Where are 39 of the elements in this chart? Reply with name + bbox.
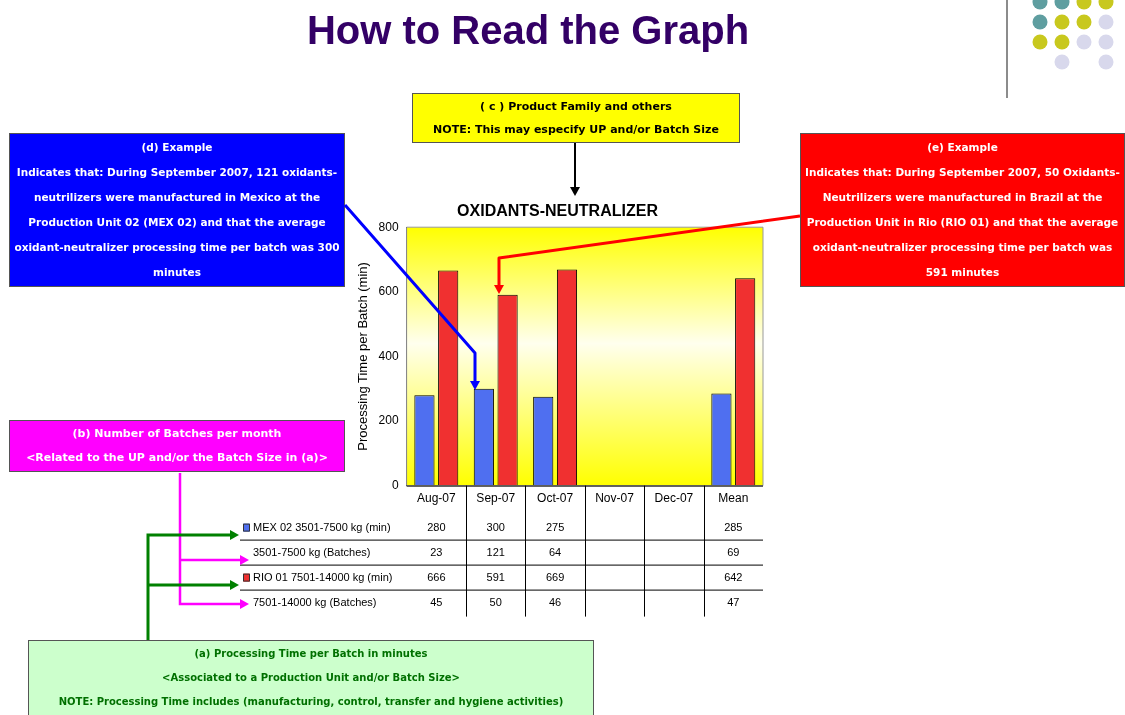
text: 46 <box>548 595 562 608</box>
y-tick-label: 600 <box>378 284 399 299</box>
text: 23 <box>430 545 443 558</box>
text: 50 <box>489 595 502 608</box>
text: 45 <box>430 595 443 608</box>
legend-label: MEX 02 3501-7500 kg (min) <box>253 520 391 533</box>
y-tick-label: 0 <box>391 477 399 492</box>
x-tick-label: Nov-07 <box>595 491 635 506</box>
data-label: 666 <box>427 570 446 583</box>
text: (a) Processing Time per Batch in minutes <Associated to a Production Unit and/or Batch Size> NOTE: Processing Time includes (manufacturing, control, transfer and hygiene activities) <box>58 648 564 707</box>
y-axis-title: Processing Time per Batch (min) <box>355 262 371 451</box>
x-tick-label: Dec-07 <box>654 491 694 506</box>
data-label: 591 <box>486 570 505 583</box>
data-label: 300 <box>486 520 505 533</box>
text: ( c ) Product Family and others NOTE: This may especify UP and/or Batch Size <box>412 93 740 143</box>
y-tick-label: 400 <box>378 348 399 363</box>
text: (e) Example Indicates that: During September 2007, 50 Oxidants-Neutrilizers were manufactured in Brazil at the Production Unit in Rio (RIO 01) and that the average oxidant-neutralizer processing time per batch was 591 minutes <box>805 141 1120 278</box>
x-tick-label: Sep-07 <box>476 491 516 506</box>
data-label: 642 <box>724 570 743 583</box>
text: 3501-7500 kg (Batches) <box>253 545 371 558</box>
x-tick-label: Mean <box>718 491 749 506</box>
chart-title: How to Read the Graph <box>305 8 751 53</box>
data-label: 669 <box>545 570 565 583</box>
legend-label: RIO 01 7501-14000 kg (min) <box>253 570 393 583</box>
text: 7501-14000 kg (Batches) <box>253 595 377 608</box>
data-label: 275 <box>545 520 565 533</box>
x-tick-label: Oct-07 <box>537 491 574 506</box>
y-tick-label: 800 <box>378 219 399 234</box>
data-label: 280 <box>427 520 446 533</box>
chart-subtitle: OXIDANTS-NEUTRALIZER <box>457 202 659 220</box>
data-label: 285 <box>724 520 743 533</box>
text: 121 <box>486 545 505 558</box>
text: 47 <box>727 595 740 608</box>
x-tick-label: Aug-07 <box>416 491 456 506</box>
text: 64 <box>548 545 562 558</box>
text: (b) Number of Batches per month <Related to the UP and/or the Batch Size in (a)> <box>9 420 345 472</box>
y-tick-label: 200 <box>378 413 399 428</box>
text: 69 <box>727 545 740 558</box>
text: (d) Example Indicates that: During September 2007, 121 oxidants-neutrilizers were manufactured in Mexico at the Production Unit 02 (MEX 02) and that the average oxidant-neutralizer processing time per batch was 300 minutes <box>14 141 340 278</box>
